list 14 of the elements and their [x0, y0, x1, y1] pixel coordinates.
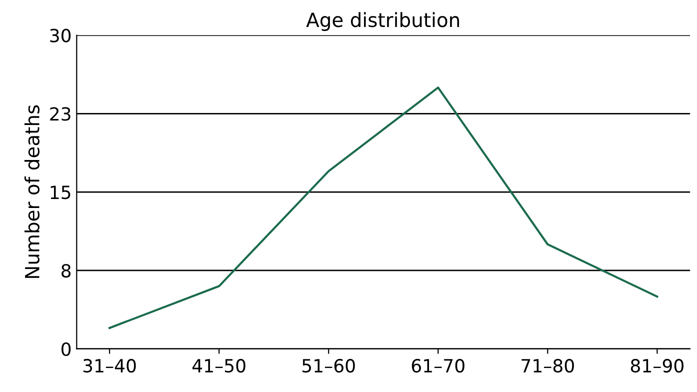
line-series — [108, 86, 658, 330]
x-tick-label: 71–80 — [522, 358, 574, 373]
x-tick-label: 41–50 — [192, 358, 246, 373]
chart-title: Age distribution — [306, 12, 459, 31]
y-axis-title: Number of deaths — [24, 105, 40, 278]
x-tick-label: 31–40 — [83, 358, 136, 373]
x-tick-label: 81–90 — [630, 358, 684, 373]
x-tick-label: 51–60 — [302, 358, 355, 373]
y-tick-label: 0 — [62, 342, 71, 356]
x-tick-label: 61–70 — [412, 358, 464, 373]
y-tick-label: 8 — [62, 264, 71, 278]
y-tick-label: 23 — [50, 107, 70, 121]
y-tick-label: 15 — [50, 186, 70, 200]
y-tick-label: 30 — [50, 28, 71, 42]
